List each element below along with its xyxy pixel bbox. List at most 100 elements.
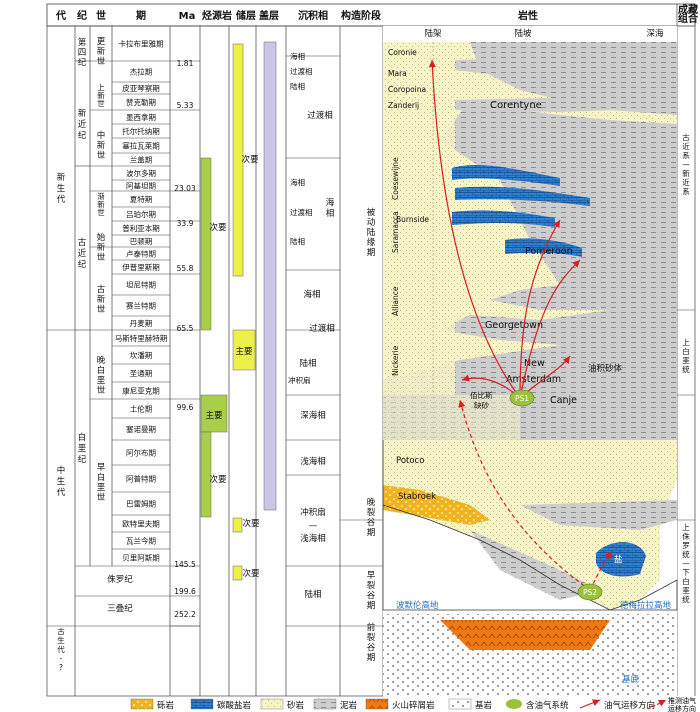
- age-label: 巴雷姆期: [126, 499, 156, 509]
- fm-zanderij: Zanderij: [388, 101, 419, 110]
- age-label: 贝里阿斯期: [122, 553, 160, 563]
- source-bar-upper: [200, 157, 212, 331]
- reservoir-upper-label: 次要: [241, 154, 259, 165]
- header-lithology: 岩性: [517, 9, 538, 22]
- source-main-label: 主要: [205, 410, 223, 421]
- facies-18: 陆相: [304, 589, 321, 600]
- age-label: 夏特期: [130, 194, 153, 204]
- carbonate-lens-4: [505, 238, 582, 257]
- ma-tick: 33.9: [177, 219, 194, 228]
- epoch-pliocene: 上新世: [97, 83, 105, 108]
- era-labels: 新生代 中生代 古生代-?: [57, 172, 66, 672]
- label-waterfall-2: 缺砂: [474, 400, 489, 410]
- reservoir-bar-j1: [232, 517, 243, 533]
- fm-alliance: Alliance: [391, 286, 400, 316]
- age-label: 丹麦期: [130, 318, 153, 328]
- assemblage-paleogene-neogene: 古近系—新近系: [682, 132, 690, 196]
- table-grid: [47, 55, 383, 627]
- age-label: 杰拉期: [130, 67, 153, 77]
- ma-tick: 99.6: [177, 403, 194, 412]
- age-label: 塞拉瓦莱期: [122, 141, 160, 151]
- fm-coropoina: Coropoina: [388, 85, 426, 94]
- reservoir-j2-label: 次要: [242, 568, 260, 579]
- assemblage-column: 古近系—新近系 上白垩统 上侏罗统—下白垩统: [677, 132, 695, 604]
- epoch-oligocene: 渐新世: [97, 191, 105, 217]
- header-stage: 构造阶段: [341, 9, 381, 22]
- age-label: 皮亚琴察期: [122, 83, 160, 93]
- legend-basement: 基岩: [475, 700, 493, 711]
- carbonate-lens-3: [452, 210, 555, 227]
- fm-stabroek: Stabroek: [398, 492, 436, 502]
- age-label: 阿普特期: [126, 474, 156, 484]
- facies-3: 陆相: [290, 81, 305, 91]
- ma-tick: 199.6: [174, 587, 196, 596]
- ma-tick: 252.2: [174, 610, 196, 619]
- era-mesozoic: 中生代: [57, 465, 66, 498]
- stabroek-conglomerate: [383, 485, 490, 525]
- facies-8: 陆相: [290, 236, 305, 246]
- stage-pre-rift: 前裂谷期: [367, 622, 376, 663]
- header-row: 代 纪 世 期 Ma 烃源岩 储层 盖层 沉积相 构造阶段 岩性 成藏组合: [46, 3, 699, 27]
- source-bar-lower: [200, 431, 212, 518]
- ma-tick: 23.03: [174, 184, 196, 193]
- legend-sandstone: 砂岩: [287, 700, 305, 711]
- age-label: 赛兰特期: [126, 301, 156, 311]
- age-label: 瓦兰今期: [126, 536, 156, 546]
- epoch-miocene: 中新世: [97, 130, 106, 161]
- reservoir-main-label: 主要: [235, 346, 253, 357]
- old-period-labels: 侏罗纪 三叠纪: [107, 574, 133, 614]
- facies-15: 冲积扇: [300, 507, 326, 518]
- age-label: 吕珀尔期: [126, 209, 156, 219]
- source-lower-label: 次要: [209, 474, 227, 485]
- volcanic-layer: [440, 620, 610, 650]
- facies-6: 过渡相: [290, 207, 313, 217]
- period-triassic: 三叠纪: [107, 603, 133, 614]
- period-paleogene: 古近纪: [78, 237, 87, 270]
- svg-text:PS2: PS2: [583, 588, 597, 597]
- facies-7: 海相: [326, 197, 335, 219]
- age-label: 土伦期: [130, 404, 153, 414]
- age-label: 塞诺曼期: [126, 424, 156, 434]
- fm-georgetown: Georgetown: [485, 320, 543, 331]
- fm-coesewijne: Coesewijne: [391, 157, 400, 200]
- svg-text:PS1: PS1: [515, 394, 529, 403]
- age-label: 赞克勒期: [126, 97, 156, 107]
- age-label: 康尼亚克期: [122, 386, 160, 396]
- stage-early-rift: 早裂谷期: [367, 571, 376, 611]
- facies-13: 深海相: [300, 410, 326, 421]
- header-assemblage: 成藏组合: [678, 3, 699, 25]
- source-bar-main: [200, 394, 228, 433]
- header-facies: 沉积相: [298, 9, 328, 22]
- facies-12: 冲积扇: [288, 375, 311, 385]
- facies-14: 浅海相: [300, 456, 326, 467]
- age-label: 卡拉布里雅期: [119, 39, 164, 49]
- label-slope: 陆坡: [514, 28, 532, 39]
- legend-mudstone: 泥岩: [340, 700, 358, 711]
- era-paleozoic: 古生代-?: [57, 626, 65, 672]
- reservoir-bar-main: [232, 329, 256, 371]
- period-jurassic: 侏罗纪: [107, 574, 133, 585]
- period-labels: 第四纪 新近纪 古近纪 白垩纪: [78, 37, 87, 465]
- age-label: 波尔多期: [126, 168, 156, 178]
- header-epoch: 世: [96, 9, 106, 22]
- facies-16: —: [309, 521, 318, 531]
- era-cenozoic: 新生代: [57, 172, 66, 205]
- facies-17: 浅海相: [300, 533, 326, 544]
- reservoir-bar-j2: [232, 565, 243, 581]
- period-neogene: 新近纪: [78, 108, 87, 141]
- header-source: 烃源岩: [202, 9, 232, 22]
- assemblage-jurassic-cretaceous: 上侏罗统—下白垩统: [682, 523, 690, 604]
- epoch-late-cretaceous: 晚白垩世: [97, 355, 106, 396]
- stage-column: 被动陆缘期 晚裂谷期 早裂谷期 前裂谷期: [367, 207, 376, 663]
- arrow-to-pomeroon: [519, 219, 561, 399]
- age-label: 阿基坦期: [126, 181, 156, 191]
- reservoir-bar-upper: [232, 43, 244, 277]
- ma-tick: 55.8: [177, 264, 194, 273]
- label-basement: 基底: [622, 674, 640, 685]
- age-labels: 卡拉布里雅期杰拉期皮亚琴察期赞克勒期墨西拿期托尔托纳期塞拉瓦莱期兰盖期波尔多期阿…: [115, 39, 168, 563]
- age-label: 欧特里夫期: [122, 519, 160, 529]
- age-label: 坦尼特期: [126, 280, 156, 290]
- stage-passive: 被动陆缘期: [367, 207, 376, 258]
- header-period: 纪: [77, 9, 87, 22]
